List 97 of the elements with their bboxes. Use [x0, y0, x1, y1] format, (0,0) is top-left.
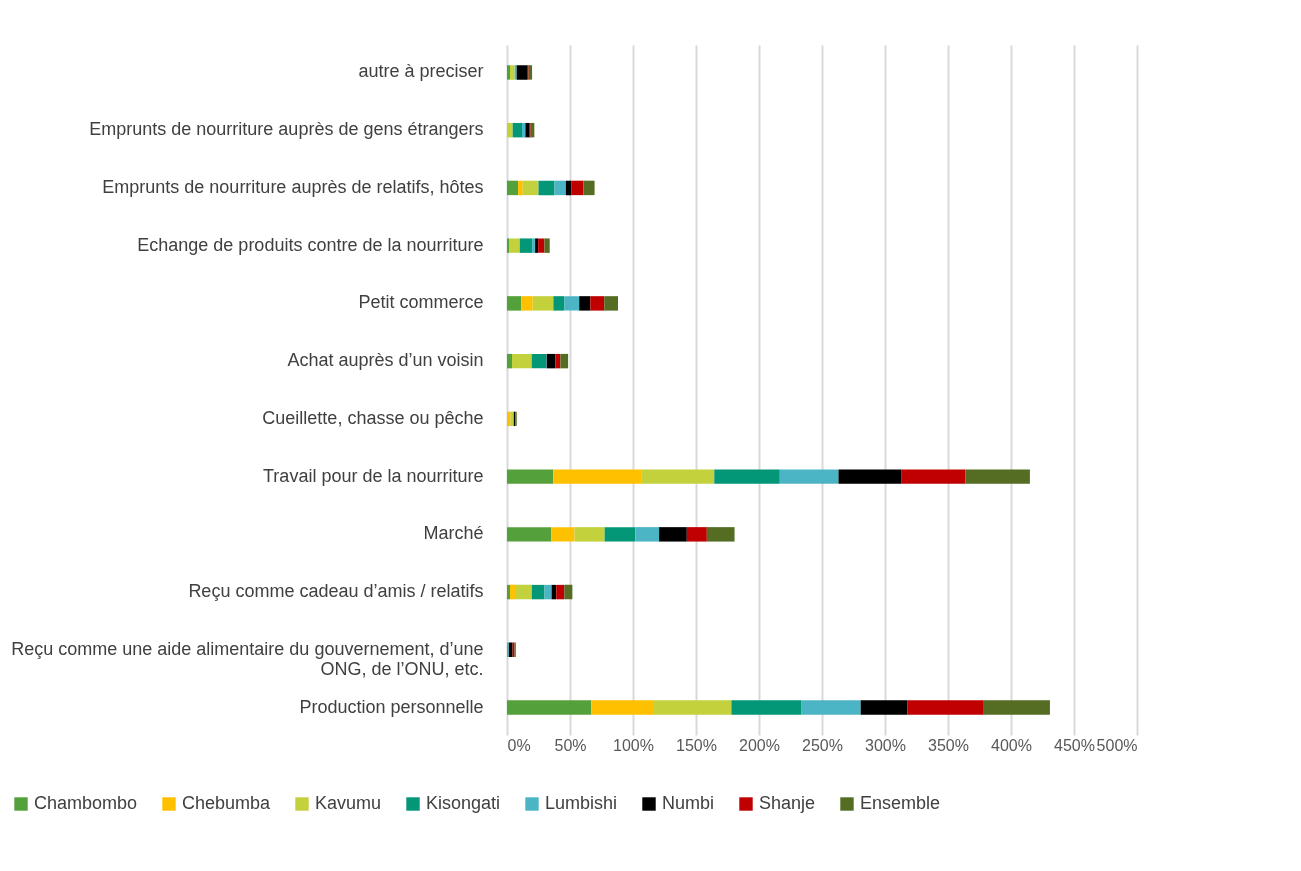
bar — [532, 296, 554, 311]
bar — [525, 122, 530, 138]
bar — [507, 700, 592, 715]
bar — [538, 180, 555, 196]
bar — [801, 700, 861, 715]
bar — [512, 353, 532, 369]
bar — [901, 469, 966, 484]
y-tick-label: Reçu comme cadeau d’amis / relatifs — [188, 581, 484, 602]
bar — [509, 238, 520, 253]
y-tick-label: Emprunts de nourriture auprès de relatifs, hôtes — [102, 176, 484, 197]
bar — [556, 584, 565, 600]
y-tick-label: Travail pour de la nourriture — [263, 465, 484, 486]
bar — [731, 700, 802, 715]
x-tick-label: 50% — [554, 736, 587, 754]
bar — [574, 527, 605, 542]
x-tick-label: 0% — [507, 736, 531, 754]
legend-label: Chambombo — [34, 793, 138, 813]
bar — [983, 700, 1050, 715]
bar — [507, 469, 554, 484]
bar — [583, 180, 595, 196]
bar — [510, 584, 516, 600]
bar — [519, 238, 533, 253]
bar — [779, 469, 839, 484]
bar — [544, 238, 550, 253]
legend-label: Kisongati — [426, 793, 501, 813]
bar — [590, 296, 605, 311]
y-tick-label: Achat auprès d’un voisin — [287, 350, 484, 371]
x-tick-label: 500% — [1096, 736, 1138, 754]
bar — [507, 122, 513, 138]
bar — [591, 700, 654, 715]
x-tick-label: 100% — [613, 736, 654, 754]
bar — [965, 469, 1030, 484]
bar — [507, 353, 513, 369]
bar — [515, 584, 532, 600]
bar — [564, 584, 573, 600]
bar — [507, 584, 511, 600]
bar — [706, 527, 735, 542]
bar — [659, 527, 687, 542]
y-tick-label: Emprunts de nourriture auprès de gens étrangers — [89, 119, 484, 140]
bar — [560, 353, 569, 369]
y-tick-label: autre à preciser — [358, 61, 484, 82]
x-tick-label: 200% — [739, 736, 780, 754]
legend-label: Shanje — [759, 793, 816, 813]
bar — [564, 296, 580, 311]
bar — [551, 527, 575, 542]
bar — [521, 296, 533, 311]
bar — [579, 296, 591, 311]
bar — [555, 353, 561, 369]
x-tick-label: 450% — [1054, 736, 1095, 754]
bar — [554, 180, 566, 196]
x-tick-label: 300% — [865, 736, 906, 754]
legend-label: Kavumu — [315, 793, 382, 813]
bar — [714, 469, 780, 484]
bar — [686, 527, 707, 542]
bar — [635, 527, 660, 542]
bar — [546, 353, 556, 369]
x-tick-label: 150% — [676, 736, 717, 754]
y-tick-label: Production personnelle — [299, 696, 484, 717]
bar — [514, 65, 517, 80]
bar — [531, 353, 547, 369]
bar — [604, 527, 636, 542]
bar — [553, 469, 642, 484]
bar — [907, 700, 984, 715]
bar — [653, 700, 732, 715]
bar — [531, 584, 545, 600]
legend-label: Chebumba — [182, 793, 272, 813]
y-tick-label: Reçu comme une aide alimentaire du gouvernement, d’une ONG, de l’ONU, etc. — [11, 638, 484, 679]
bar — [604, 296, 619, 311]
bar — [508, 642, 513, 658]
x-tick-label: 400% — [991, 736, 1032, 754]
bar — [507, 238, 510, 253]
y-tick-label: Echange de produits contre de la nourriture — [137, 234, 484, 255]
y-tick-label: Petit commerce — [358, 292, 484, 313]
bar — [518, 180, 523, 196]
bar — [538, 238, 545, 253]
bar — [553, 296, 565, 311]
bar — [838, 469, 902, 484]
bar — [522, 180, 539, 196]
bar — [516, 65, 528, 80]
legend-label: Lumbishi — [545, 793, 618, 813]
bar — [565, 180, 572, 196]
bar — [510, 65, 515, 80]
bar — [512, 122, 522, 138]
bar — [641, 469, 715, 484]
x-tick-label: 250% — [802, 736, 843, 754]
bar — [528, 65, 533, 80]
legend-label: Ensemble — [860, 793, 941, 813]
y-tick-label: Marché — [423, 523, 484, 544]
bar — [507, 527, 552, 542]
legend-label: Numbi — [662, 793, 715, 813]
bar — [544, 584, 552, 600]
bar — [507, 65, 511, 80]
y-tick-label: Cueillette, chasse ou pêche — [262, 407, 484, 428]
x-tick-label: 350% — [928, 736, 969, 754]
bar — [860, 700, 908, 715]
bar — [507, 180, 519, 196]
bar — [507, 296, 522, 311]
